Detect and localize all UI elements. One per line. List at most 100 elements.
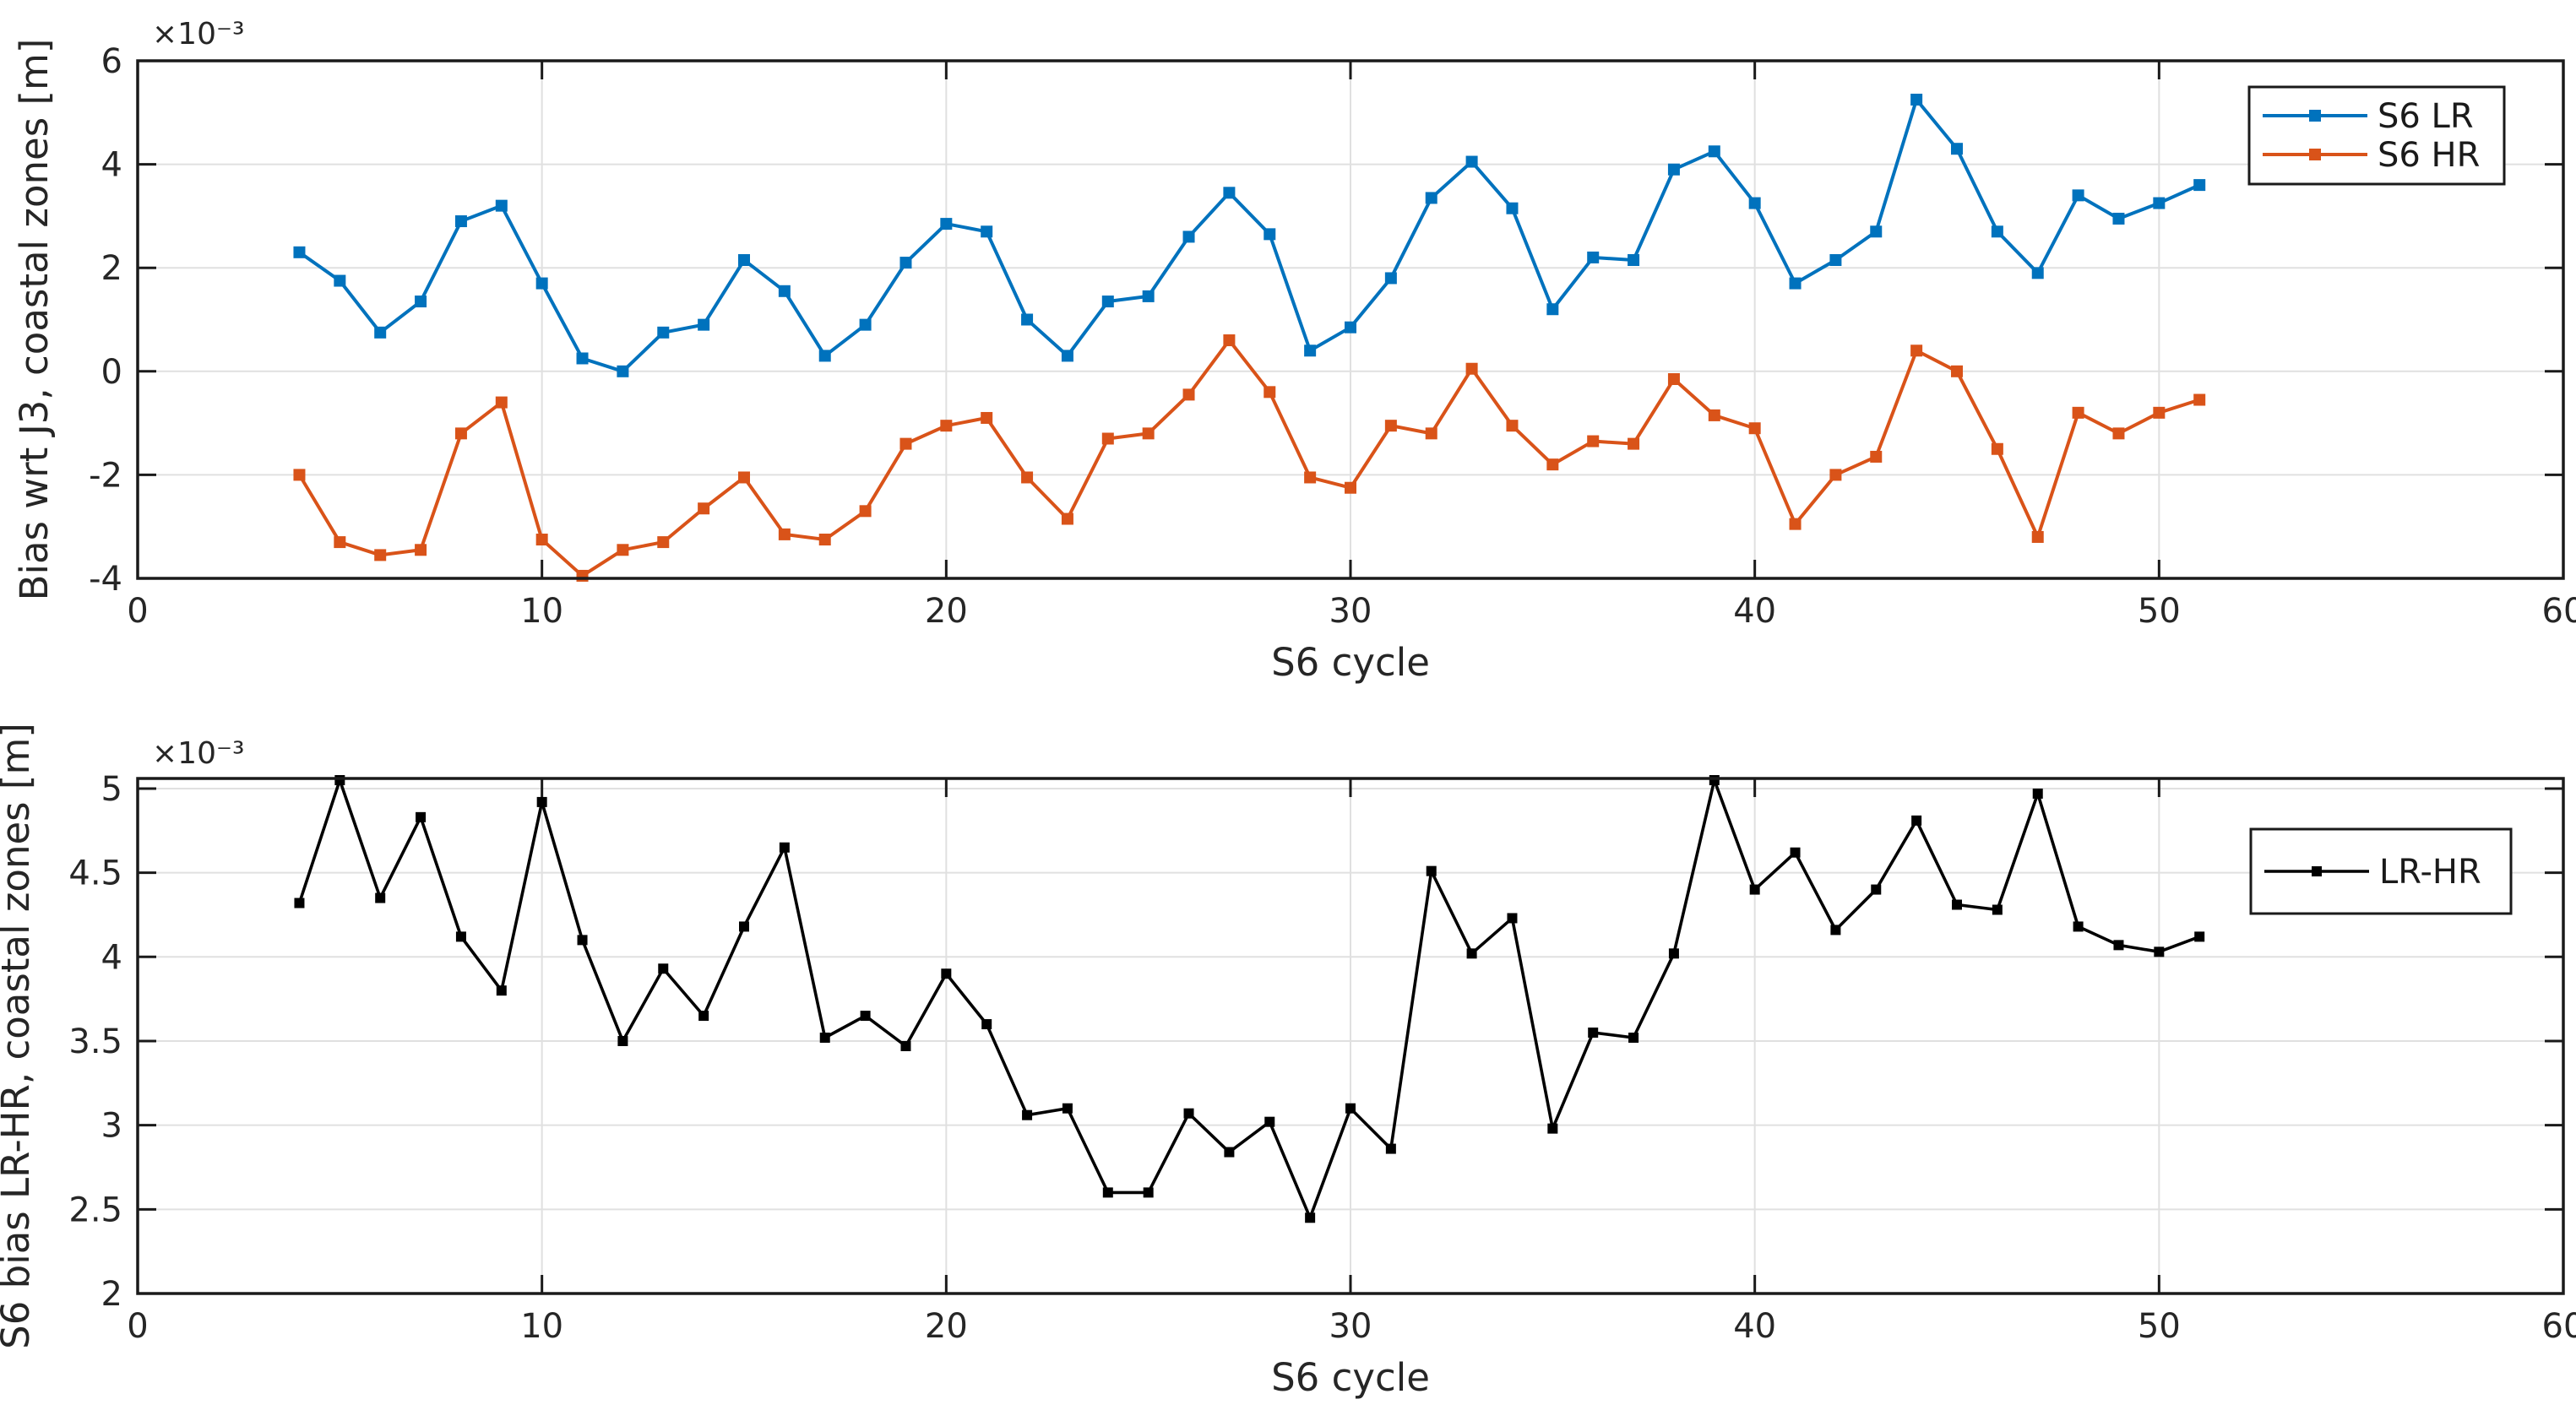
data-point-lr-hr bbox=[1264, 1116, 1275, 1127]
x-tick-label: 0 bbox=[127, 592, 148, 631]
data-point-lr-hr bbox=[819, 1032, 830, 1043]
y-tick-label: 2 bbox=[101, 249, 122, 288]
data-point-lr-hr bbox=[2113, 940, 2124, 951]
data-point-s6-lr bbox=[1991, 225, 2003, 238]
data-point-lr-hr bbox=[496, 985, 507, 996]
x-tick-label: 40 bbox=[1733, 1307, 1776, 1346]
data-point-s6-hr bbox=[535, 534, 548, 546]
data-point-lr-hr bbox=[375, 892, 386, 903]
data-point-s6-hr bbox=[2072, 406, 2084, 419]
data-point-s6-lr bbox=[1304, 344, 1317, 357]
data-point-lr-hr bbox=[1426, 865, 1437, 876]
series-line-s6-lr bbox=[298, 97, 2201, 373]
data-point-s6-lr bbox=[859, 318, 872, 331]
data-point-s6-hr bbox=[1951, 365, 1963, 377]
x-tick-label: 30 bbox=[1329, 1307, 1372, 1346]
data-point-s6-lr bbox=[2112, 212, 2125, 225]
y-tick-label: 2.5 bbox=[68, 1190, 122, 1229]
data-point-s6-hr bbox=[1223, 334, 1236, 347]
x-tick-label: 20 bbox=[925, 592, 968, 631]
data-point-s6-hr bbox=[1264, 386, 1276, 399]
data-point-lr-hr bbox=[1628, 1032, 1639, 1043]
data-point-s6-lr bbox=[981, 225, 993, 238]
x-tick-label: 50 bbox=[2138, 1307, 2181, 1346]
data-point-s6-hr bbox=[859, 505, 872, 518]
data-point-lr-hr bbox=[2194, 931, 2205, 942]
y-tick-label: 3 bbox=[101, 1107, 122, 1146]
data-point-s6-hr bbox=[657, 536, 670, 549]
series-line-lr-hr bbox=[297, 778, 2200, 1220]
data-point-s6-hr bbox=[2112, 427, 2125, 440]
legend-label-s6-hr: S6 HR bbox=[2378, 136, 2480, 175]
data-point-lr-hr bbox=[981, 1019, 992, 1030]
data-point-s6-lr bbox=[454, 215, 467, 228]
data-point-s6-lr bbox=[1708, 145, 1720, 158]
data-point-s6-lr bbox=[657, 326, 670, 339]
data-point-s6-lr bbox=[1182, 231, 1195, 243]
top-chart-bias-wrt-j3: 0 10 20 30 40 50 60 -4 -2 0 2 4 6 S6 cycle Bias wrt J3… bbox=[12, 17, 2576, 685]
data-point-s6-hr bbox=[1870, 450, 1883, 463]
data-point-s6-hr bbox=[778, 528, 791, 540]
data-point-s6-lr bbox=[1789, 277, 1802, 290]
x-tick-label: 10 bbox=[520, 1307, 563, 1346]
data-point-s6-hr bbox=[2193, 393, 2206, 406]
data-point-s6-lr bbox=[738, 254, 750, 267]
data-point-s6-lr bbox=[374, 326, 387, 339]
data-point-s6-hr bbox=[1708, 409, 1720, 421]
data-point-s6-lr bbox=[1506, 202, 1519, 214]
data-point-s6-lr bbox=[818, 350, 831, 362]
data-point-s6-lr bbox=[1667, 163, 1680, 176]
data-point-s6-lr bbox=[1061, 350, 1073, 362]
data-point-s6-hr bbox=[1142, 427, 1155, 440]
data-point-s6-hr bbox=[576, 569, 589, 582]
data-point-s6-lr bbox=[576, 352, 589, 365]
data-point-lr-hr bbox=[941, 968, 952, 979]
data-point-s6-lr bbox=[1910, 93, 1923, 106]
data-point-s6-lr bbox=[2193, 179, 2206, 192]
data-point-lr-hr bbox=[1507, 913, 1518, 924]
data-point-s6-lr bbox=[1465, 155, 1478, 168]
data-point-lr-hr bbox=[536, 796, 547, 807]
data-point-s6-hr bbox=[1384, 420, 1397, 432]
x-tick-label: 10 bbox=[520, 592, 563, 631]
data-point-lr-hr bbox=[900, 1040, 911, 1051]
y-tick-label: 4 bbox=[101, 146, 122, 185]
data-point-lr-hr bbox=[1709, 774, 1720, 785]
data-point-lr-hr bbox=[1062, 1103, 1073, 1114]
data-point-s6-hr bbox=[1991, 442, 2003, 455]
data-point-s6-hr bbox=[334, 536, 346, 549]
data-point-lr-hr bbox=[2154, 946, 2165, 957]
y-axis-label: S6 bias LR-HR, coastal zones [m] bbox=[0, 726, 38, 1349]
data-point-s6-hr bbox=[1465, 362, 1478, 375]
data-point-lr-hr bbox=[2032, 788, 2043, 799]
data-point-s6-hr bbox=[899, 437, 912, 450]
data-point-s6-hr bbox=[1910, 344, 1923, 357]
data-point-lr-hr bbox=[1547, 1123, 1558, 1134]
data-point-lr-hr bbox=[1588, 1028, 1599, 1039]
y-tick-label: -2 bbox=[89, 456, 122, 495]
x-tick-label: 20 bbox=[925, 1307, 968, 1346]
data-point-s6-lr bbox=[698, 318, 710, 331]
x-axis-label: S6 cycle bbox=[1271, 640, 1430, 685]
data-point-s6-hr bbox=[1345, 481, 1356, 494]
data-point-lr-hr bbox=[1224, 1147, 1235, 1158]
data-point-lr-hr bbox=[1143, 1187, 1154, 1198]
data-point-s6-hr bbox=[495, 396, 508, 409]
y-axis-exponent-label: ×10⁻³ bbox=[152, 17, 244, 52]
data-point-s6-hr bbox=[1021, 471, 1034, 484]
data-point-s6-hr bbox=[2031, 530, 2044, 543]
y-tick-label: 4.5 bbox=[68, 854, 122, 893]
data-point-s6-lr bbox=[1264, 228, 1276, 241]
data-point-lr-hr bbox=[1022, 1109, 1033, 1120]
y-tick-label: 3.5 bbox=[68, 1022, 122, 1061]
data-point-lr-hr bbox=[860, 1011, 871, 1022]
data-point-s6-lr bbox=[1345, 321, 1356, 334]
x-axis-label: S6 cycle bbox=[1271, 1355, 1430, 1400]
data-point-s6-lr bbox=[1829, 254, 1842, 267]
data-point-s6-hr bbox=[1587, 435, 1600, 447]
data-point-s6-lr bbox=[1587, 251, 1600, 263]
legend-box bbox=[2247, 85, 2506, 186]
data-point-s6-hr bbox=[738, 471, 750, 484]
data-point-lr-hr bbox=[1871, 884, 1882, 895]
